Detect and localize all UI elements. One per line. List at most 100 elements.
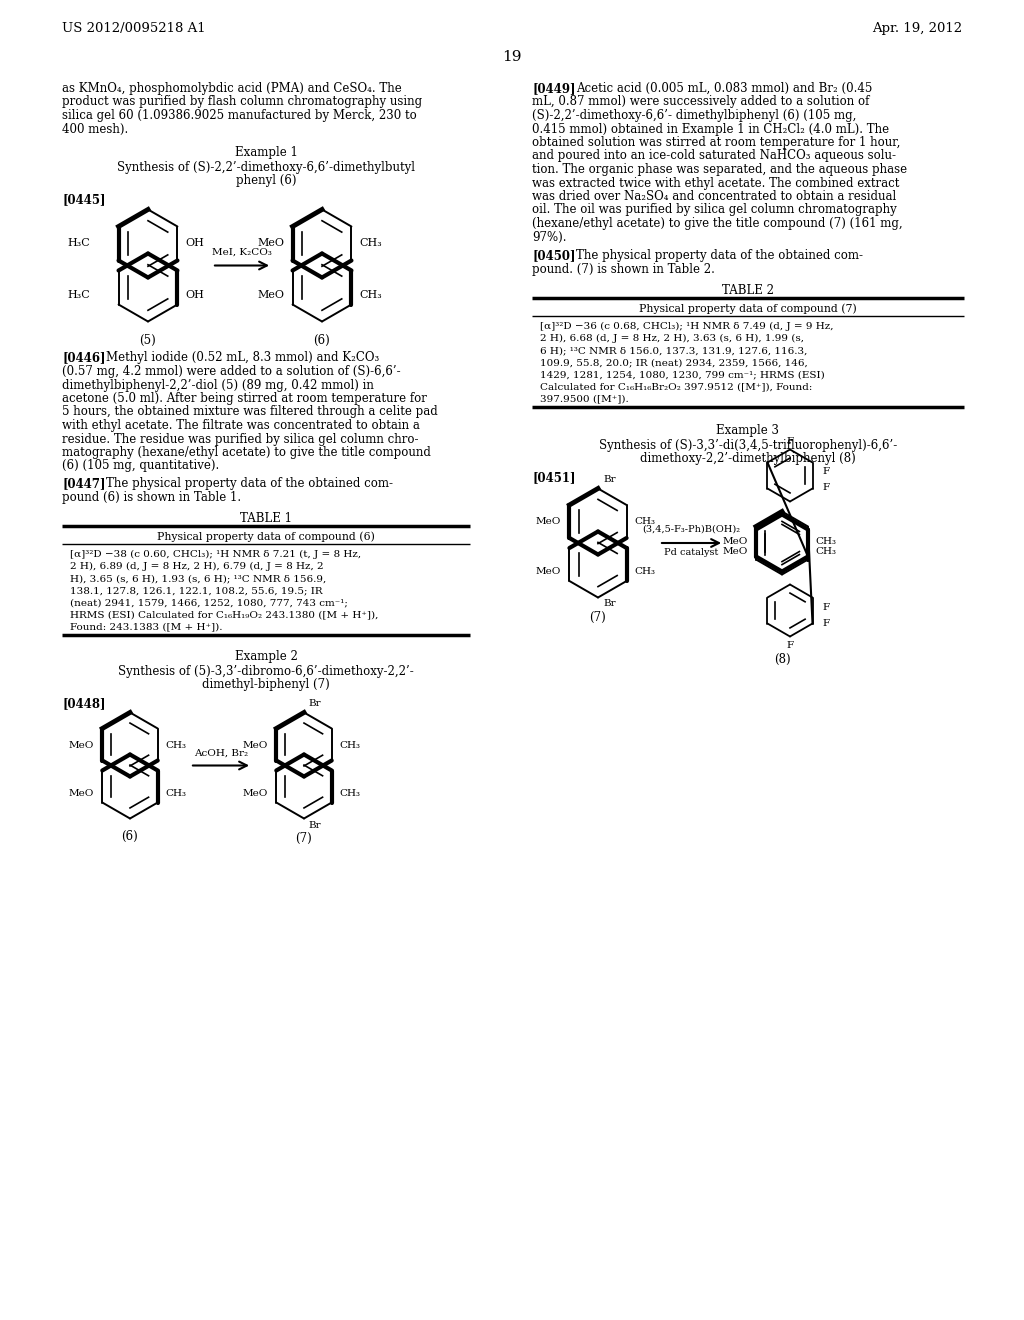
Text: product was purified by flash column chromatography using: product was purified by flash column chr…: [62, 95, 422, 108]
Text: CH₃: CH₃: [339, 789, 360, 799]
Text: F: F: [822, 619, 829, 627]
Text: 1429, 1281, 1254, 1080, 1230, 799 cm⁻¹; HRMS (ESI): 1429, 1281, 1254, 1080, 1230, 799 cm⁻¹; …: [540, 370, 824, 379]
Text: 109.9, 55.8, 20.0; IR (neat) 2934, 2359, 1566, 146,: 109.9, 55.8, 20.0; IR (neat) 2934, 2359,…: [540, 358, 808, 367]
Text: pound. (7) is shown in Table 2.: pound. (7) is shown in Table 2.: [532, 263, 715, 276]
Text: CH₃: CH₃: [165, 789, 186, 799]
Text: [α]³²D −36 (c 0.68, CHCl₃); ¹H NMR δ 7.49 (d, J = 9 Hz,: [α]³²D −36 (c 0.68, CHCl₃); ¹H NMR δ 7.4…: [540, 322, 834, 331]
Text: CH₃: CH₃: [339, 741, 360, 750]
Text: Br: Br: [308, 698, 321, 708]
Text: matography (hexane/ethyl acetate) to give the title compound: matography (hexane/ethyl acetate) to giv…: [62, 446, 431, 459]
Text: F: F: [786, 437, 794, 446]
Text: mL, 0.87 mmol) were successively added to a solution of: mL, 0.87 mmol) were successively added t…: [532, 95, 869, 108]
Text: Example 1: Example 1: [234, 147, 297, 158]
Text: MeO: MeO: [257, 239, 284, 248]
Text: [0449]: [0449]: [532, 82, 575, 95]
Text: dimethyl-biphenyl (7): dimethyl-biphenyl (7): [202, 678, 330, 690]
Text: [0451]: [0451]: [532, 471, 575, 484]
Text: (7): (7): [590, 610, 606, 623]
Text: MeO: MeO: [723, 537, 748, 546]
Text: as KMnO₄, phosphomolybdic acid (PMA) and CeSO₄. The: as KMnO₄, phosphomolybdic acid (PMA) and…: [62, 82, 401, 95]
Text: MeO: MeO: [243, 789, 268, 799]
Text: Synthesis of (S)-2,2’-dimethoxy-6,6’-dimethylbutyl: Synthesis of (S)-2,2’-dimethoxy-6,6’-dim…: [117, 161, 415, 173]
Text: HRMS (ESI) Calculated for C₁₆H₁₉O₂ 243.1380 ([M + H⁺]),: HRMS (ESI) Calculated for C₁₆H₁₉O₂ 243.1…: [70, 610, 379, 619]
Text: 138.1, 127.8, 126.1, 122.1, 108.2, 55.6, 19.5; IR: 138.1, 127.8, 126.1, 122.1, 108.2, 55.6,…: [70, 586, 323, 595]
Text: H₃C: H₃C: [68, 239, 90, 248]
Text: Br: Br: [308, 821, 321, 829]
Text: CH₃: CH₃: [634, 568, 655, 577]
Text: MeO: MeO: [69, 789, 94, 799]
Text: and poured into an ice-cold saturated NaHCO₃ aqueous solu-: and poured into an ice-cold saturated Na…: [532, 149, 896, 162]
Text: (6): (6): [313, 334, 331, 346]
Text: Found: 243.1383 ([M + H⁺]).: Found: 243.1383 ([M + H⁺]).: [70, 622, 222, 631]
Text: AcOH, Br₂: AcOH, Br₂: [194, 748, 248, 758]
Text: Pd catalyst: Pd catalyst: [664, 548, 718, 557]
Text: silica gel 60 (1.09386.9025 manufactured by Merck, 230 to: silica gel 60 (1.09386.9025 manufactured…: [62, 110, 417, 121]
Text: The physical property data of the obtained com-: The physical property data of the obtain…: [106, 477, 393, 490]
Text: Br: Br: [603, 475, 615, 484]
Text: (7): (7): [296, 832, 312, 845]
Text: 2 H), 6.89 (d, J = 8 Hz, 2 H), 6.79 (d, J = 8 Hz, 2: 2 H), 6.89 (d, J = 8 Hz, 2 H), 6.79 (d, …: [70, 562, 324, 572]
Text: CH₃: CH₃: [359, 239, 382, 248]
Text: 400 mesh).: 400 mesh).: [62, 123, 128, 136]
Text: Apr. 19, 2012: Apr. 19, 2012: [871, 22, 962, 36]
Text: dimethoxy-2,2’-dimethylbiphenyl (8): dimethoxy-2,2’-dimethylbiphenyl (8): [640, 451, 856, 465]
Text: with ethyl acetate. The filtrate was concentrated to obtain a: with ethyl acetate. The filtrate was con…: [62, 418, 420, 432]
Text: [0448]: [0448]: [62, 697, 105, 710]
Text: Example 3: Example 3: [717, 424, 779, 437]
Text: F: F: [822, 602, 829, 611]
Text: CH₃: CH₃: [815, 548, 836, 557]
Text: [0446]: [0446]: [62, 351, 105, 364]
Text: 19: 19: [502, 50, 522, 63]
Text: [0450]: [0450]: [532, 249, 575, 261]
Text: MeO: MeO: [257, 289, 284, 300]
Text: acetone (5.0 ml). After being stirred at room temperature for: acetone (5.0 ml). After being stirred at…: [62, 392, 427, 405]
Text: OH: OH: [185, 239, 204, 248]
Text: F: F: [822, 467, 829, 477]
Text: obtained solution was stirred at room temperature for 1 hour,: obtained solution was stirred at room te…: [532, 136, 900, 149]
Text: MeO: MeO: [723, 548, 748, 557]
Text: [α]³²D −38 (c 0.60, CHCl₃); ¹H NMR δ 7.21 (t, J = 8 Hz,: [α]³²D −38 (c 0.60, CHCl₃); ¹H NMR δ 7.2…: [70, 550, 361, 560]
Text: CH₃: CH₃: [359, 289, 382, 300]
Text: phenyl (6): phenyl (6): [236, 174, 296, 187]
Text: Methyl iodide (0.52 mL, 8.3 mmol) and K₂CO₃: Methyl iodide (0.52 mL, 8.3 mmol) and K₂…: [106, 351, 379, 364]
Text: CH₃: CH₃: [815, 537, 836, 546]
Text: MeO: MeO: [536, 568, 561, 577]
Text: MeO: MeO: [243, 741, 268, 750]
Text: 97%).: 97%).: [532, 231, 566, 243]
Text: (hexane/ethyl acetate) to give the title compound (7) (161 mg,: (hexane/ethyl acetate) to give the title…: [532, 216, 902, 230]
Text: H₃C: H₃C: [68, 289, 90, 300]
Text: Example 2: Example 2: [234, 649, 297, 663]
Text: Calculated for C₁₆H₁₆Br₂O₂ 397.9512 ([M⁺]), Found:: Calculated for C₁₆H₁₆Br₂O₂ 397.9512 ([M⁺…: [540, 381, 812, 391]
Text: TABLE 2: TABLE 2: [722, 284, 774, 297]
Text: US 2012/0095218 A1: US 2012/0095218 A1: [62, 22, 206, 36]
Text: (S)-2,2’-dimethoxy-6,6’- dimethylbiphenyl (6) (105 mg,: (S)-2,2’-dimethoxy-6,6’- dimethylbipheny…: [532, 110, 856, 121]
Text: CH₃: CH₃: [165, 741, 186, 750]
Text: Acetic acid (0.005 mL, 0.083 mmol) and Br₂ (0.45: Acetic acid (0.005 mL, 0.083 mmol) and B…: [575, 82, 872, 95]
Text: MeI, K₂CO₃: MeI, K₂CO₃: [212, 248, 272, 256]
Text: OH: OH: [185, 289, 204, 300]
Text: tion. The organic phase was separated, and the aqueous phase: tion. The organic phase was separated, a…: [532, 162, 907, 176]
Text: F: F: [786, 640, 794, 649]
Text: F: F: [822, 483, 829, 492]
Text: [0447]: [0447]: [62, 477, 105, 490]
Text: oil. The oil was purified by silica gel column chromatography: oil. The oil was purified by silica gel …: [532, 203, 897, 216]
Text: (6) (105 mg, quantitative).: (6) (105 mg, quantitative).: [62, 459, 219, 473]
Text: 6 H); ¹³C NMR δ 156.0, 137.3, 131.9, 127.6, 116.3,: 6 H); ¹³C NMR δ 156.0, 137.3, 131.9, 127…: [540, 346, 807, 355]
Text: pound (6) is shown in Table 1.: pound (6) is shown in Table 1.: [62, 491, 241, 503]
Text: 5 hours, the obtained mixture was filtered through a celite pad: 5 hours, the obtained mixture was filter…: [62, 405, 437, 418]
Text: The physical property data of the obtained com-: The physical property data of the obtain…: [575, 249, 863, 261]
Text: residue. The residue was purified by silica gel column chro-: residue. The residue was purified by sil…: [62, 433, 419, 446]
Text: CH₃: CH₃: [634, 517, 655, 527]
Text: (6): (6): [122, 829, 138, 842]
Text: (neat) 2941, 1579, 1466, 1252, 1080, 777, 743 cm⁻¹;: (neat) 2941, 1579, 1466, 1252, 1080, 777…: [70, 598, 348, 607]
Text: 2 H), 6.68 (d, J = 8 Hz, 2 H), 3.63 (s, 6 H), 1.99 (s,: 2 H), 6.68 (d, J = 8 Hz, 2 H), 3.63 (s, …: [540, 334, 804, 343]
Text: was dried over Na₂SO₄ and concentrated to obtain a residual: was dried over Na₂SO₄ and concentrated t…: [532, 190, 896, 203]
Text: Physical property data of compound (7): Physical property data of compound (7): [639, 304, 857, 314]
Text: MeO: MeO: [69, 741, 94, 750]
Text: (5): (5): [139, 334, 157, 346]
Text: was extracted twice with ethyl acetate. The combined extract: was extracted twice with ethyl acetate. …: [532, 177, 899, 190]
Text: Br: Br: [603, 599, 615, 609]
Text: 397.9500 ([M⁺]).: 397.9500 ([M⁺]).: [540, 393, 629, 403]
Text: Synthesis of (S)-3,3’-di(3,4,5-trifluorophenyl)-6,6’-: Synthesis of (S)-3,3’-di(3,4,5-trifluoro…: [599, 438, 897, 451]
Text: (0.57 mg, 4.2 mmol) were added to a solution of (S)-6,6’-: (0.57 mg, 4.2 mmol) were added to a solu…: [62, 366, 400, 378]
